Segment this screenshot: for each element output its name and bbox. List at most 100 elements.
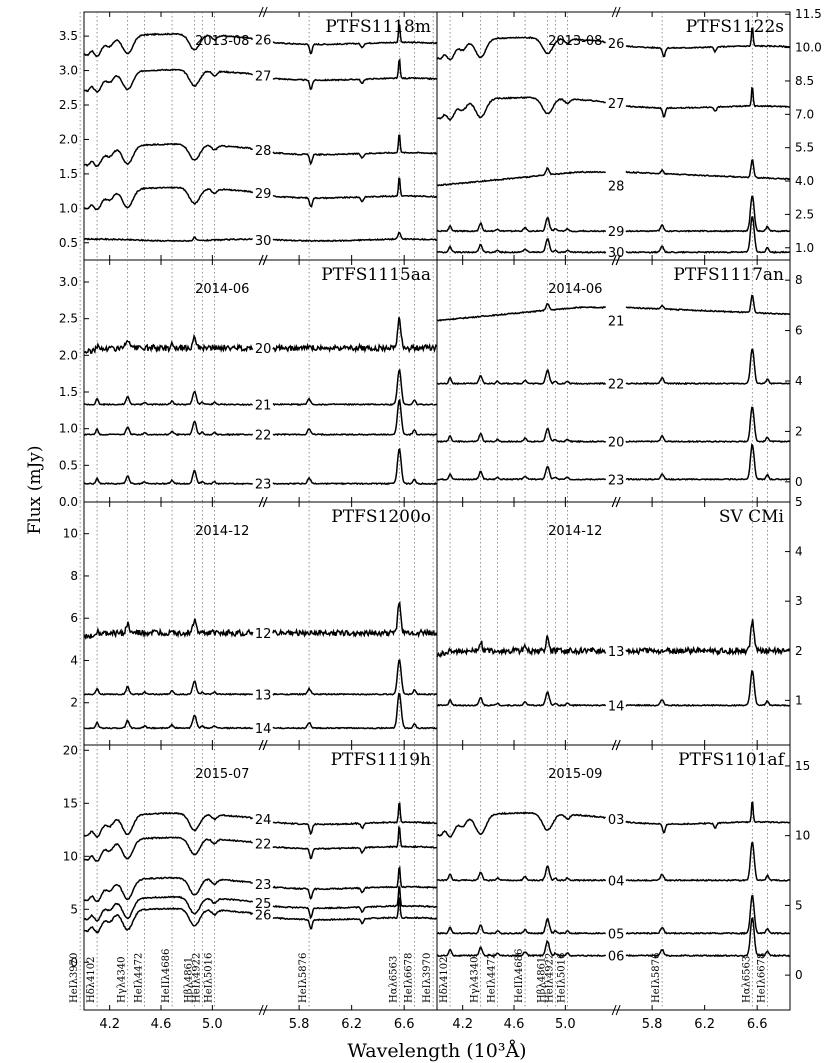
- y-tick-label: 0.0: [59, 495, 78, 509]
- axis-break-mark: [258, 254, 264, 266]
- x-axis-label: Wavelength (10³Å): [347, 1040, 526, 1062]
- spectrum-23-blue: [83, 469, 253, 486]
- y-tick-label: 8.5: [795, 74, 814, 88]
- spectrum-epoch-label: 26: [608, 37, 625, 52]
- spectrum-13-red: [625, 619, 791, 657]
- spectrum-epoch-label: 06: [608, 950, 625, 965]
- axis-break-mark: [611, 6, 617, 18]
- spectrum-05-red: [625, 894, 790, 936]
- axis-break-mark: [258, 1004, 264, 1016]
- y-tick-label: 3: [795, 594, 803, 608]
- spectral-line-label: Hαλ6563: [741, 956, 752, 1003]
- x-tick-label: 6.2: [694, 1017, 715, 1032]
- panel-title: PTFS1122s: [686, 17, 784, 37]
- y-tick-label: 7.0: [795, 107, 814, 121]
- spectrum-epoch-label: 28: [255, 144, 272, 159]
- y-tick-label: 5: [795, 495, 803, 509]
- axis-break-mark: [262, 496, 268, 508]
- spectral-line-label: Hγλ4340: [117, 957, 128, 1003]
- axis-break-mark: [611, 1004, 617, 1016]
- spectrum-epoch-label: 23: [608, 473, 625, 488]
- spectrum-20-red: [625, 406, 791, 444]
- y-tick-label: 5.5: [795, 141, 814, 155]
- axis-break-mark: [258, 739, 264, 751]
- spectrum-26-blue: [83, 907, 254, 934]
- spectrum-epoch-label: 05: [608, 927, 625, 942]
- spectral-line-label: HeIIλ4686: [514, 949, 525, 1003]
- spectrum-14-red: [625, 669, 790, 707]
- spectrum-29-red: [272, 177, 438, 208]
- spectrum-epoch-label: 29: [255, 187, 272, 202]
- x-tick-label: 4.2: [99, 1017, 120, 1032]
- spectrum-28-blue: [437, 167, 606, 187]
- spectrum-27-red: [272, 57, 438, 91]
- spectrum-23-red: [272, 447, 438, 486]
- panel-frame: [436, 744, 791, 1011]
- spectral-line-label: Hβλ4861: [184, 957, 195, 1003]
- panel-title: SV CMi: [719, 507, 785, 527]
- spectral-line-label: HeIλ6678: [403, 953, 414, 1003]
- spectral-line-label: HeIIλ4686: [161, 949, 172, 1003]
- spectrum-21-red: [272, 368, 437, 407]
- spectrum-epoch-label: 23: [255, 878, 272, 893]
- spectrum-28-blue: [83, 142, 253, 168]
- spectrum-epoch-label: 22: [255, 838, 272, 853]
- panel-date: 2014-06: [548, 282, 602, 297]
- y-tick-label: 1.5: [59, 385, 78, 399]
- x-tick-label: 4.6: [504, 1017, 525, 1032]
- y-tick-label: 2: [70, 696, 78, 710]
- axis-break-mark: [611, 496, 617, 508]
- y-tick-label: 11.5: [795, 7, 822, 21]
- spectrum-22-red: [272, 825, 437, 860]
- spectrum-04-red: [625, 841, 791, 882]
- spectrum-25-blue: [83, 895, 254, 923]
- spectrum-23-blue: [436, 465, 607, 481]
- y-tick-label: 2.5: [795, 207, 814, 221]
- axis-break-mark: [258, 496, 264, 508]
- axis-break-mark: [611, 254, 617, 266]
- spectral-line-label: HeIλ5016: [203, 953, 214, 1003]
- axis-break-mark: [615, 739, 621, 751]
- spectrum-epoch-label: 14: [255, 722, 272, 737]
- panel-ptfs1122s: 1.0 2.5 4.0 5.5 7.0 8.5 10.0 11.5 26 27 28 29 30 PTFS…: [432, 6, 822, 266]
- spectrum-24-blue: [83, 811, 254, 839]
- y-tick-label: 2.0: [59, 348, 78, 362]
- axis-break-mark: [262, 6, 268, 18]
- spectrum-epoch-label: 03: [608, 813, 625, 828]
- spectrum-28-red: [272, 134, 438, 166]
- y-tick-label: 15: [795, 759, 810, 773]
- spectrum-epoch-label: 26: [255, 909, 272, 924]
- spectral-line-label: HeIλ5016: [556, 953, 567, 1003]
- spectrum-22-red: [272, 398, 438, 437]
- spectrum-12-red: [272, 600, 438, 639]
- spectrum-22-blue: [83, 420, 254, 437]
- spectrum-24-red: [272, 802, 437, 836]
- y-tick-label: 6: [70, 611, 78, 625]
- y-tick-label: 3.0: [59, 64, 78, 78]
- panel-ptfs1118m: 0.5 1.0 1.5 2.0 2.5 3.0 3.5 26 27 28 29 30 PTFS1118m…: [59, 6, 438, 266]
- spectrum-23-red: [272, 865, 437, 901]
- spectrum-30-red: [272, 231, 437, 243]
- y-tick-label: 4: [795, 374, 803, 388]
- y-tick-label: 1: [795, 693, 803, 707]
- spectrum-27-blue: [436, 96, 606, 122]
- y-tick-label: 2: [795, 424, 803, 438]
- spectrum-epoch-label: 23: [255, 478, 272, 493]
- y-axis-label: Flux (mJy): [25, 446, 45, 535]
- y-tick-label: 0: [795, 475, 803, 489]
- panel-title: PTFS1115aa: [321, 265, 431, 285]
- y-tick-label: 5: [70, 902, 78, 916]
- y-tick-label: 2.5: [59, 312, 78, 326]
- panel-frame: [83, 501, 438, 746]
- spectrum-epoch-label: 24: [255, 813, 272, 828]
- y-tick-label: 0.5: [59, 236, 78, 250]
- spectrum-23-red: [625, 442, 791, 481]
- spectrum-epoch-label: 26: [255, 34, 272, 49]
- axis-break-mark: [615, 1004, 621, 1016]
- spectrum-04-blue: [437, 865, 607, 882]
- spectral-line-label: HeIλ4922: [544, 953, 555, 1003]
- spectrum-21-blue: [436, 302, 607, 322]
- spectrum-epoch-label: 13: [608, 645, 625, 660]
- spectrum-21-red: [625, 294, 790, 316]
- spectrum-epoch-label: 04: [608, 874, 625, 889]
